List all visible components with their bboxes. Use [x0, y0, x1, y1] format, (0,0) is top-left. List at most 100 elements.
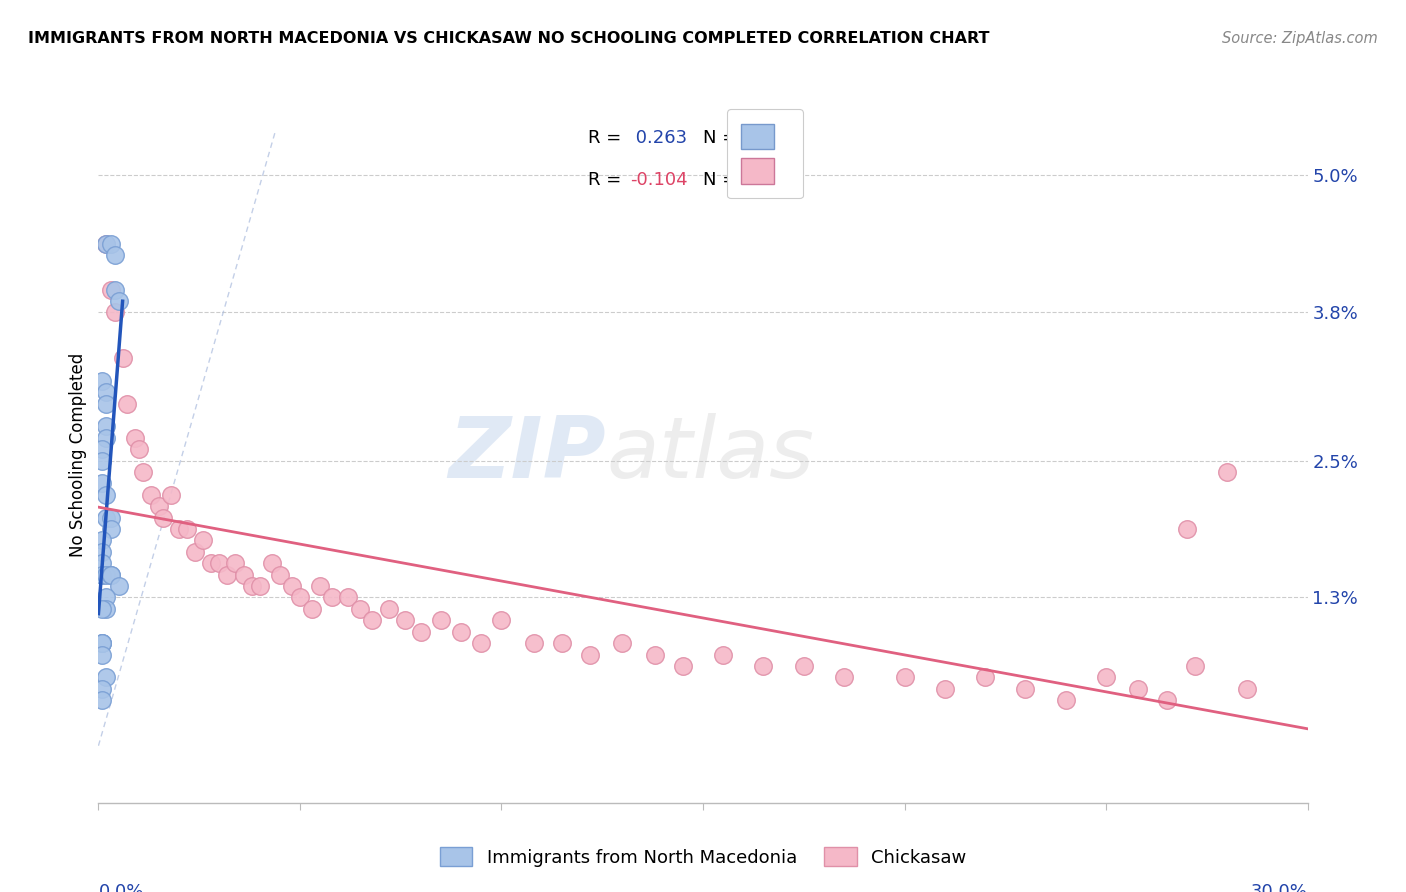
Point — [176, 522, 198, 536]
Point — [974, 670, 997, 684]
Point — [91, 374, 114, 388]
Point — [337, 591, 360, 605]
Point — [91, 636, 114, 650]
Point — [96, 236, 118, 251]
Point — [91, 648, 114, 662]
Point — [96, 396, 118, 410]
Point — [96, 431, 118, 445]
Point — [91, 636, 114, 650]
Point — [1128, 681, 1150, 696]
Point — [1014, 681, 1036, 696]
Text: 0.263: 0.263 — [630, 129, 688, 147]
Point — [249, 579, 271, 593]
Point — [91, 567, 114, 582]
Text: Source: ZipAtlas.com: Source: ZipAtlas.com — [1222, 31, 1378, 46]
Point — [91, 681, 114, 696]
Point — [551, 636, 574, 650]
Point — [148, 500, 170, 514]
Point — [96, 602, 118, 616]
Point — [579, 648, 602, 662]
Point — [793, 659, 815, 673]
Y-axis label: No Schooling Completed: No Schooling Completed — [69, 353, 87, 557]
Point — [100, 522, 122, 536]
Point — [240, 579, 263, 593]
Point — [139, 488, 162, 502]
Legend: , : , — [727, 109, 803, 198]
Point — [409, 624, 432, 639]
Point — [132, 465, 155, 479]
Point — [107, 579, 129, 593]
Point — [167, 522, 190, 536]
Point — [752, 659, 775, 673]
Text: 30.0%: 30.0% — [1251, 883, 1308, 892]
Point — [111, 351, 134, 365]
Point — [612, 636, 634, 650]
Text: 62: 62 — [740, 171, 762, 189]
Point — [893, 670, 915, 684]
Point — [349, 602, 371, 616]
Point — [232, 567, 254, 582]
Point — [361, 613, 384, 627]
Point — [208, 556, 231, 570]
Point — [96, 591, 118, 605]
Point — [100, 283, 122, 297]
Point — [91, 693, 114, 707]
Legend: Immigrants from North Macedonia, Chickasaw: Immigrants from North Macedonia, Chickas… — [433, 840, 973, 874]
Point — [107, 293, 129, 308]
Point — [91, 602, 114, 616]
Point — [100, 567, 122, 582]
Point — [672, 659, 695, 673]
Point — [1156, 693, 1178, 707]
Point — [200, 556, 222, 570]
Point — [711, 648, 734, 662]
Point — [217, 567, 239, 582]
Point — [934, 681, 956, 696]
Point — [377, 602, 399, 616]
Point — [832, 670, 855, 684]
Point — [96, 510, 118, 524]
Point — [91, 453, 114, 467]
Point — [160, 488, 183, 502]
Point — [193, 533, 215, 548]
Point — [100, 510, 122, 524]
Point — [523, 636, 546, 650]
Point — [91, 442, 114, 457]
Text: 35: 35 — [740, 129, 762, 147]
Point — [321, 591, 343, 605]
Point — [260, 556, 283, 570]
Point — [96, 488, 118, 502]
Point — [1236, 681, 1258, 696]
Text: ZIP: ZIP — [449, 413, 606, 497]
Point — [288, 591, 311, 605]
Point — [1095, 670, 1118, 684]
Point — [152, 510, 174, 524]
Point — [184, 545, 207, 559]
Point — [281, 579, 304, 593]
Point — [103, 305, 125, 319]
Point — [100, 236, 122, 251]
Point — [269, 567, 291, 582]
Point — [96, 419, 118, 434]
Point — [1216, 465, 1239, 479]
Point — [394, 613, 416, 627]
Text: atlas: atlas — [606, 413, 814, 497]
Point — [309, 579, 332, 593]
Point — [1054, 693, 1077, 707]
Point — [91, 476, 114, 491]
Point — [491, 613, 513, 627]
Text: -0.104: -0.104 — [630, 171, 688, 189]
Text: R =: R = — [588, 129, 627, 147]
Point — [91, 545, 114, 559]
Point — [124, 431, 146, 445]
Point — [128, 442, 150, 457]
Text: R =: R = — [588, 171, 627, 189]
Point — [96, 236, 118, 251]
Point — [450, 624, 472, 639]
Text: N =: N = — [703, 129, 742, 147]
Point — [103, 248, 125, 262]
Point — [301, 602, 323, 616]
Point — [96, 385, 118, 400]
Point — [1184, 659, 1206, 673]
Point — [115, 396, 138, 410]
Point — [91, 636, 114, 650]
